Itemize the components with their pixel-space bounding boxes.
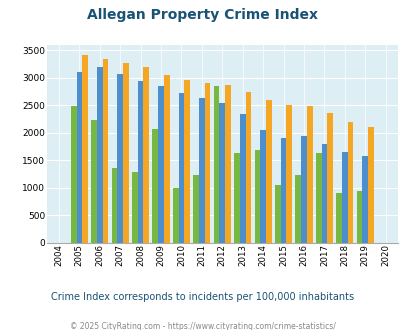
Bar xyxy=(70,106,76,243)
Bar xyxy=(225,85,230,243)
Bar xyxy=(164,75,169,243)
Bar xyxy=(97,67,102,243)
Bar xyxy=(341,152,347,243)
Text: Crime Index corresponds to incidents per 100,000 inhabitants: Crime Index corresponds to incidents per… xyxy=(51,292,354,302)
Bar xyxy=(234,153,239,243)
Bar xyxy=(347,121,352,243)
Bar xyxy=(280,138,286,243)
Bar xyxy=(367,126,373,243)
Bar xyxy=(219,103,225,243)
Bar xyxy=(132,172,137,243)
Bar xyxy=(76,72,82,243)
Bar xyxy=(239,114,245,243)
Bar xyxy=(265,100,271,243)
Bar xyxy=(152,129,158,243)
Bar xyxy=(295,176,301,243)
Bar xyxy=(274,185,280,243)
Bar xyxy=(117,74,123,243)
Bar xyxy=(260,130,265,243)
Bar xyxy=(111,168,117,243)
Bar xyxy=(361,156,367,243)
Bar xyxy=(356,191,361,243)
Bar xyxy=(321,144,326,243)
Bar xyxy=(82,55,88,243)
Bar xyxy=(335,192,341,243)
Bar xyxy=(306,106,312,243)
Bar xyxy=(245,92,251,243)
Bar xyxy=(286,105,291,243)
Text: Allegan Property Crime Index: Allegan Property Crime Index xyxy=(87,8,318,22)
Bar xyxy=(315,153,321,243)
Bar xyxy=(102,59,108,243)
Bar xyxy=(301,136,306,243)
Bar xyxy=(326,113,332,243)
Bar xyxy=(91,120,97,243)
Bar xyxy=(184,80,190,243)
Bar xyxy=(193,176,198,243)
Bar xyxy=(123,63,128,243)
Bar xyxy=(158,86,164,243)
Bar xyxy=(143,67,149,243)
Bar xyxy=(173,187,178,243)
Text: © 2025 CityRating.com - https://www.cityrating.com/crime-statistics/: © 2025 CityRating.com - https://www.city… xyxy=(70,322,335,330)
Bar xyxy=(178,93,184,243)
Bar xyxy=(198,98,204,243)
Bar xyxy=(137,81,143,243)
Bar xyxy=(254,150,260,243)
Bar xyxy=(204,82,210,243)
Bar xyxy=(213,86,219,243)
